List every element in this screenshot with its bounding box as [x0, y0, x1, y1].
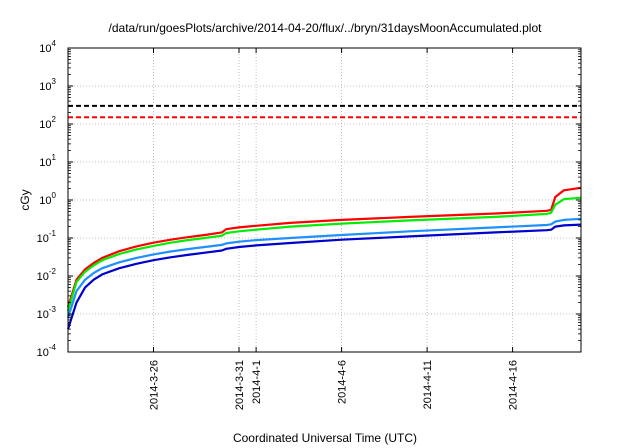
x-axis-ticks: 2014-3-26 2014-3-31 2014-4-1 2014-4-6 2014-4… — [149, 48, 520, 410]
series-line-1 — [66, 196, 582, 312]
x-tick-label: 2014-3-26 — [149, 360, 161, 410]
y-tick-label: 10-1 — [37, 229, 57, 245]
chart-title: /data/run/goesPlots/archive/2014-04-20/f… — [109, 21, 543, 35]
y-tick-label: 10-4 — [37, 343, 57, 359]
series-line-2 — [66, 217, 582, 319]
series-line-0 — [66, 186, 582, 308]
threshold-lines — [68, 104, 581, 119]
y-tick-label: 104 — [39, 39, 56, 55]
y-tick-label: 10-3 — [37, 305, 57, 321]
x-tick-label: 2014-3-31 — [234, 360, 246, 410]
y-tick-label: 101 — [39, 153, 56, 169]
y-tick-label: 102 — [39, 115, 56, 131]
x-tick-label: 2014-4-16 — [508, 360, 520, 410]
x-tick-label: 2014-4-11 — [422, 360, 434, 409]
y-axis-ticks: 10-4 10-3 10-2 10-1 100 101 102 103 104 — [37, 39, 581, 359]
x-tick-label: 2014-4-1 — [251, 360, 263, 404]
x-tick-label: 2014-4-6 — [337, 360, 349, 404]
y-tick-label: 10-2 — [37, 267, 57, 283]
y-tick-label: 100 — [39, 191, 56, 207]
y-axis-label: cGy — [18, 189, 32, 210]
series-lines — [66, 186, 582, 330]
x-axis-label: Coordinated Universal Time (UTC) — [233, 431, 417, 445]
series-line-3 — [66, 223, 582, 330]
grid — [68, 48, 581, 352]
y-tick-label: 103 — [39, 77, 56, 93]
plot-frame — [67, 47, 582, 353]
